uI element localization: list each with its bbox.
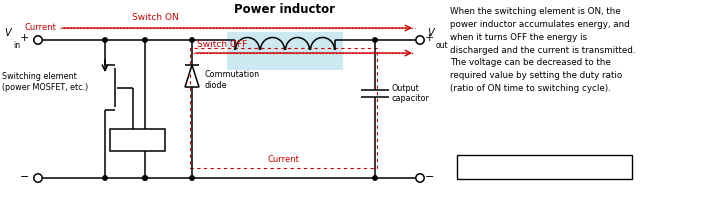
Bar (190, 48, 377, 168)
Text: −: − (20, 172, 29, 182)
Circle shape (190, 176, 194, 180)
Circle shape (143, 38, 147, 42)
Text: $V$: $V$ (4, 26, 13, 38)
Text: Vout = Vin × Duty: Vout = Vin × Duty (499, 162, 590, 172)
Text: Current: Current (24, 23, 56, 32)
Text: −: − (425, 172, 435, 182)
Text: out: out (436, 41, 449, 50)
Circle shape (143, 176, 147, 180)
Text: Switch OFF: Switch OFF (197, 40, 247, 49)
Text: +: + (20, 33, 29, 43)
Text: Output
capacitor: Output capacitor (392, 84, 430, 103)
Bar (457, 155, 632, 179)
Text: When the switching element is ON, the
power inductor accumulates energy, and
whe: When the switching element is ON, the po… (450, 7, 635, 93)
Circle shape (190, 38, 194, 42)
Text: Current: Current (267, 155, 300, 164)
Text: Power inductor: Power inductor (234, 3, 336, 16)
Text: in: in (13, 41, 20, 50)
Bar (227, 32, 343, 70)
Circle shape (373, 176, 377, 180)
Text: Control IC: Control IC (118, 136, 157, 144)
Bar (110, 129, 165, 151)
Text: $V$: $V$ (427, 26, 436, 38)
Circle shape (143, 176, 147, 180)
Text: +: + (425, 33, 435, 43)
Circle shape (103, 176, 108, 180)
Circle shape (103, 38, 108, 42)
Text: Switch ON: Switch ON (132, 13, 179, 22)
Text: Switching element
(power MOSFET, etc.): Switching element (power MOSFET, etc.) (2, 72, 88, 92)
Text: Commutation
diode: Commutation diode (205, 70, 260, 90)
Circle shape (373, 38, 377, 42)
